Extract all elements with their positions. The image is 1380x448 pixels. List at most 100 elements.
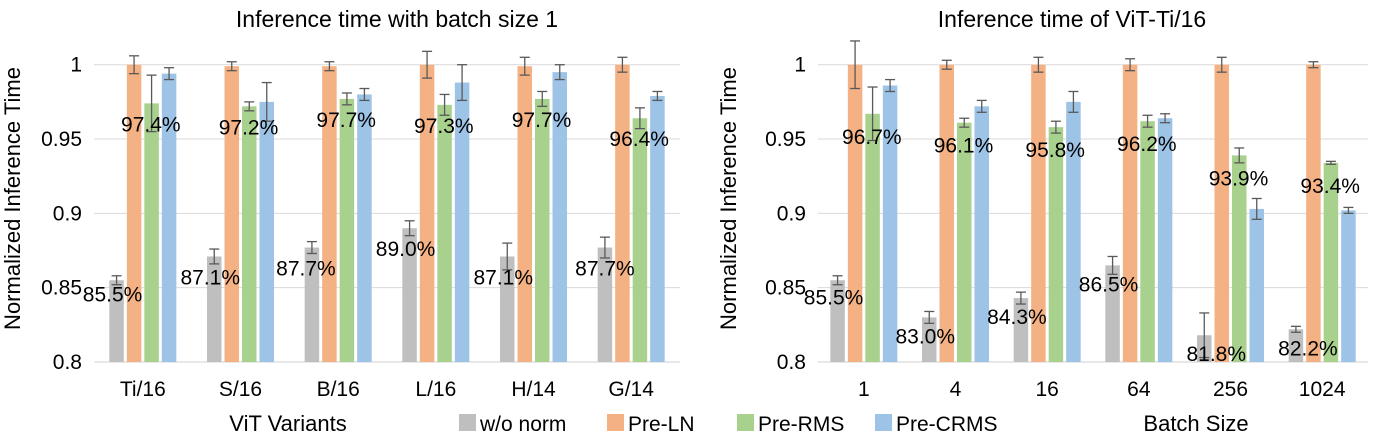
x-tick-label: L/16	[415, 378, 456, 401]
legend-label: Pre-LN	[628, 413, 695, 436]
data-label: 93.4%	[1300, 175, 1360, 198]
chart-panel-right: 0.8 0.85 0.9 0.95 1 Inference time of ViT-Ti/…	[716, 6, 1368, 436]
y-axis-label: Normalized Inference Time	[716, 67, 741, 330]
y-tick-label: 0.85	[765, 277, 806, 300]
data-label: 85.5%	[804, 286, 864, 309]
x-tick-label: 4	[950, 378, 962, 401]
data-label: 97.4%	[121, 113, 181, 136]
bar-w-o-norm	[1288, 329, 1304, 362]
data-label: 96.7%	[842, 126, 902, 149]
bar-pre-rms	[144, 103, 159, 362]
data-label: 87.1%	[180, 266, 240, 289]
bar-pre-rms	[1048, 127, 1064, 363]
bar-pre-crms	[161, 73, 177, 363]
bar-w-o-norm	[304, 247, 320, 362]
bar-w-o-norm	[1105, 265, 1120, 362]
data-label: 93.9%	[1209, 167, 1269, 190]
bar-pre-crms	[650, 95, 665, 362]
bar-pre-rms	[535, 98, 550, 362]
data-label: 87.1%	[473, 266, 533, 289]
bar-pre-ln	[126, 64, 142, 363]
bar-pre-ln	[1214, 64, 1229, 363]
y-tick-label: 0.85	[41, 277, 82, 300]
y-tick-label: 1	[70, 54, 82, 77]
legend-swatch	[737, 414, 754, 431]
bar-pre-crms	[357, 94, 372, 363]
data-label: 96.4%	[609, 128, 669, 151]
bar-pre-ln	[1122, 64, 1138, 363]
bar-w-o-norm	[500, 256, 515, 362]
bar-pre-ln	[322, 66, 337, 363]
bar-pre-rms	[865, 113, 880, 362]
bar-pre-crms	[1157, 118, 1173, 363]
chart-title: Inference time with batch size 1	[236, 6, 558, 32]
y-tick-label: 0.9	[777, 202, 806, 225]
legend-label: Pre-CRMS	[896, 413, 998, 436]
y-tick-label: 1	[794, 54, 806, 77]
data-label: 82.2%	[1278, 337, 1338, 360]
data-label: 95.8%	[1025, 139, 1085, 162]
data-label: 87.7%	[575, 258, 635, 281]
chart-panel-left: 0.8 0.85 0.9 0.95 1 Inference time with batch…	[0, 6, 680, 436]
x-tick-label: 16	[1035, 378, 1058, 401]
y-tick-label: 0.95	[41, 128, 82, 151]
bar-w-o-norm	[109, 280, 124, 362]
y-tick-label: 0.95	[765, 128, 806, 151]
x-tick-label: G/14	[608, 378, 654, 401]
bar-pre-crms	[882, 85, 898, 362]
x-tick-label: 1024	[1299, 378, 1346, 401]
y-axis-label: Normalized Inference Time	[0, 67, 25, 330]
bar-w-o-norm	[830, 280, 845, 362]
data-label: 87.7%	[276, 258, 336, 281]
x-tick-label: 64	[1127, 378, 1151, 401]
data-label: 97.7%	[316, 109, 376, 132]
y-tick-label: 0.8	[53, 351, 82, 374]
bar-pre-crms	[454, 82, 470, 363]
bar-pre-rms	[242, 106, 257, 362]
data-label: 89.0%	[376, 238, 436, 261]
legend-swatch	[875, 414, 892, 431]
bar-pre-ln	[615, 64, 630, 363]
bar-pre-rms	[1140, 121, 1155, 362]
x-tick-label: 256	[1213, 378, 1248, 401]
bar-pre-rms	[632, 118, 648, 363]
data-label: 97.7%	[512, 109, 572, 132]
bar-pre-crms	[552, 72, 567, 362]
y-tick-label: 0.8	[777, 351, 806, 374]
x-tick-label: B/16	[317, 378, 360, 401]
bar-pre-crms	[1066, 101, 1081, 363]
legend-swatch	[607, 414, 624, 431]
data-label: 83.0%	[895, 325, 955, 348]
x-tick-label: Ti/16	[120, 378, 166, 401]
bar-pre-rms	[437, 104, 452, 362]
data-label: 81.8%	[1186, 343, 1246, 366]
data-label: 86.5%	[1079, 273, 1139, 296]
bar-w-o-norm	[597, 247, 613, 362]
bar-pre-ln	[419, 64, 435, 363]
bar-pre-ln	[224, 66, 239, 363]
x-tick-label: 1	[858, 378, 870, 401]
chart-title: Inference time of ViT-Ti/16	[938, 6, 1206, 32]
data-label: 97.2%	[219, 116, 279, 139]
x-tick-label: S/16	[219, 378, 262, 401]
x-tick-label: H/14	[511, 378, 556, 401]
data-label: 97.3%	[414, 115, 474, 138]
bar-pre-rms	[339, 98, 355, 362]
bar-pre-rms	[1323, 162, 1339, 362]
bar-pre-rms	[957, 122, 972, 362]
data-label: 96.2%	[1117, 133, 1177, 156]
bar-pre-crms	[259, 101, 274, 363]
bar-pre-crms	[1341, 210, 1356, 362]
bar-w-o-norm	[922, 317, 937, 362]
bar-w-o-norm	[207, 256, 222, 362]
legend-label: Pre-RMS	[758, 413, 844, 436]
legend: w/o norm Pre-LN Pre-RMS Pre-CRMS	[459, 413, 998, 436]
data-label: 96.1%	[934, 135, 994, 158]
legend-label: w/o norm	[479, 413, 566, 436]
bar-pre-crms	[1249, 208, 1264, 362]
bar-pre-crms	[974, 106, 989, 362]
bar-w-o-norm	[1013, 298, 1029, 362]
bar-pre-rms	[1232, 155, 1247, 362]
